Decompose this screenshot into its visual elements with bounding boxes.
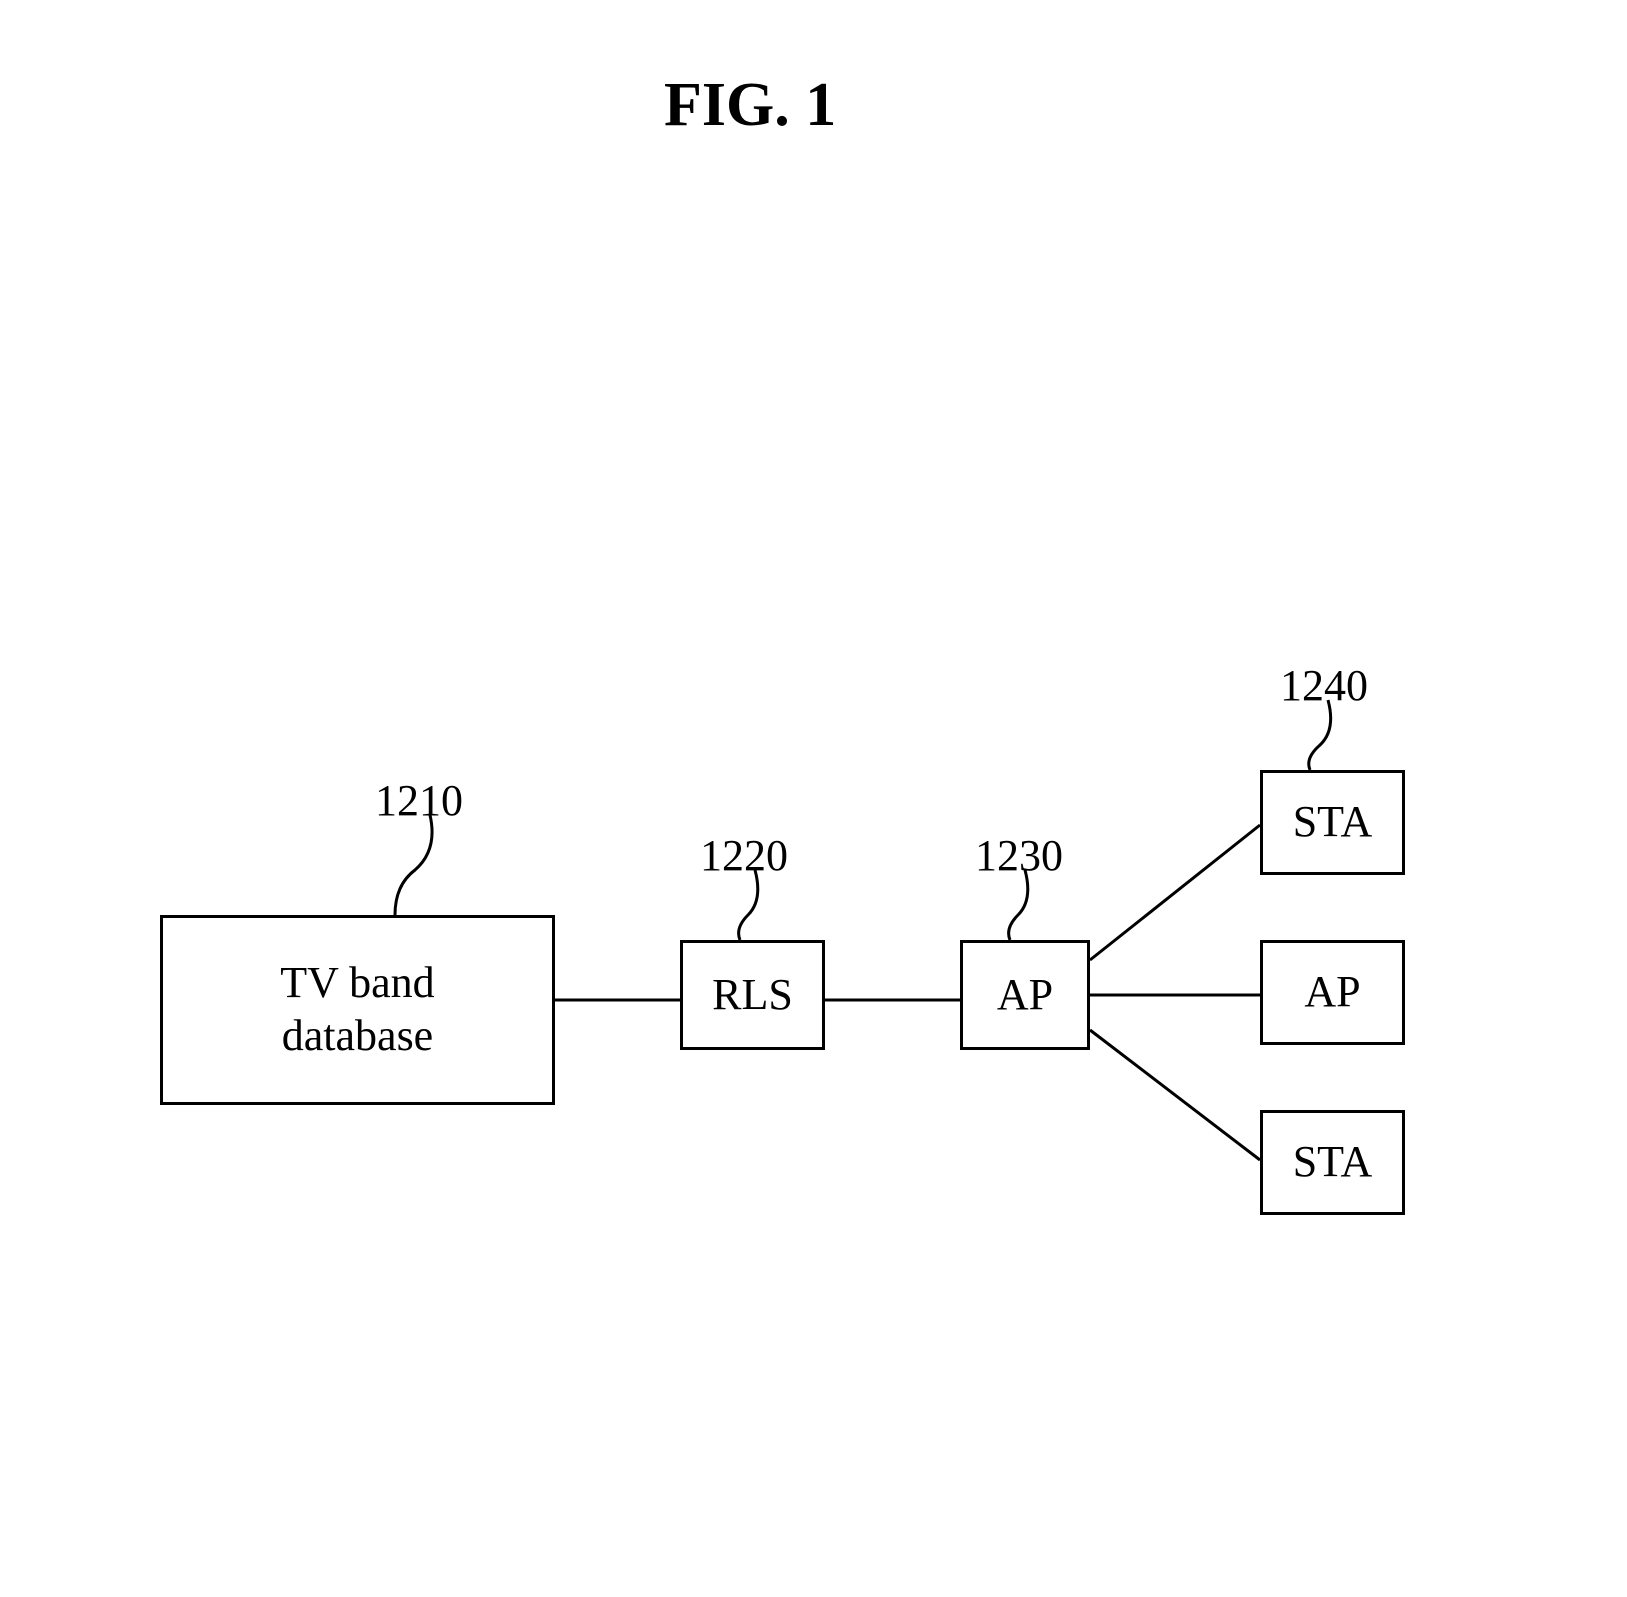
box-tvband-label: TV banddatabase [280,957,434,1063]
box-sta2-label: STA [1293,1136,1373,1189]
box-sta1: STA [1260,770,1405,875]
ref-ap: 1230 [975,830,1063,881]
box-ap2: AP [1260,940,1405,1045]
box-ap: AP [960,940,1090,1050]
box-ap-label: AP [997,969,1053,1022]
box-sta2: STA [1260,1110,1405,1215]
box-sta1-label: STA [1293,796,1373,849]
box-rls: RLS [680,940,825,1050]
box-tvband: TV banddatabase [160,915,555,1105]
box-rls-label: RLS [712,969,793,1022]
figure-title: FIG. 1 [664,70,836,141]
ref-sta1: 1240 [1280,660,1368,711]
ref-rls: 1220 [700,830,788,881]
ref-tvband: 1210 [375,775,463,826]
box-ap2-label: AP [1304,966,1360,1019]
